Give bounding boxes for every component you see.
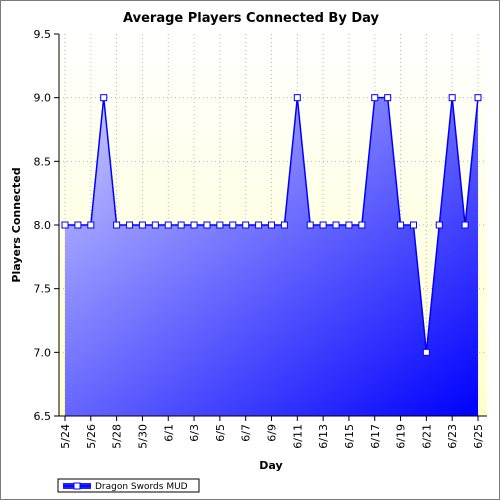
legend-label: Dragon Swords MUD bbox=[95, 482, 188, 492]
data-point bbox=[409, 221, 417, 229]
data-point bbox=[100, 94, 108, 102]
x-tick-label: 6/19 bbox=[395, 424, 408, 449]
data-point bbox=[293, 94, 301, 102]
x-tick-label: 5/24 bbox=[59, 424, 72, 449]
data-point bbox=[448, 94, 456, 102]
y-tick-label: 7.0 bbox=[34, 346, 52, 359]
x-tick-label: 5/26 bbox=[85, 424, 98, 449]
legend-marker bbox=[73, 482, 81, 490]
data-point bbox=[345, 221, 353, 229]
data-point bbox=[358, 221, 366, 229]
y-tick-label: 9.5 bbox=[34, 28, 52, 41]
x-ticks: 5/24 5/26 5/28 5/30 6/1 6/3 6/5 6/7 6/9 6/11 6/13 6… bbox=[59, 416, 485, 449]
data-point bbox=[164, 221, 172, 229]
data-point bbox=[397, 221, 405, 229]
data-point bbox=[216, 221, 224, 229]
data-point bbox=[384, 94, 392, 102]
x-tick-label: 5/30 bbox=[136, 424, 149, 449]
data-point bbox=[190, 221, 198, 229]
data-point bbox=[203, 221, 211, 229]
data-point bbox=[177, 221, 185, 229]
y-tick-label: 8.5 bbox=[34, 155, 52, 168]
x-tick-label: 6/23 bbox=[446, 424, 459, 449]
data-point bbox=[461, 221, 469, 229]
chart-title: Average Players Connected By Day bbox=[123, 11, 379, 26]
x-tick-label: 6/9 bbox=[266, 424, 279, 442]
legend-box bbox=[57, 478, 200, 493]
x-tick-label: 6/11 bbox=[291, 424, 304, 449]
y-tick-label: 6.5 bbox=[34, 410, 52, 423]
x-tick-label: 6/15 bbox=[343, 424, 356, 449]
data-point bbox=[74, 221, 82, 229]
data-point bbox=[268, 221, 275, 229]
data-point bbox=[242, 221, 250, 229]
y-axis-label: Players Connected bbox=[10, 167, 23, 282]
data-point bbox=[422, 348, 430, 356]
data-point bbox=[435, 221, 443, 229]
data-point bbox=[332, 221, 340, 229]
data-point bbox=[474, 94, 482, 102]
x-tick-label: 6/3 bbox=[188, 424, 201, 442]
y-tick-label: 9.0 bbox=[34, 92, 52, 105]
x-tick-label: 6/7 bbox=[240, 424, 253, 442]
data-point bbox=[280, 221, 288, 229]
y-tick-label: 7.5 bbox=[34, 283, 52, 296]
y-tick-label: 8.0 bbox=[34, 219, 52, 232]
data-point bbox=[61, 221, 69, 229]
x-tick-label: 6/13 bbox=[317, 424, 330, 449]
x-tick-label: 6/25 bbox=[472, 424, 485, 449]
x-axis-label: Day bbox=[259, 459, 282, 472]
data-point bbox=[138, 221, 146, 229]
data-point bbox=[306, 221, 314, 229]
x-tick-label: 6/5 bbox=[214, 424, 227, 442]
x-tick-label: 6/1 bbox=[162, 424, 175, 442]
x-tick-label: 6/21 bbox=[420, 424, 433, 449]
data-point bbox=[229, 221, 237, 229]
y-ticks: 6.5 7.0 7.5 8.0 8.5 9.0 9.5 bbox=[34, 28, 59, 423]
data-point bbox=[113, 221, 121, 229]
data-point bbox=[87, 221, 95, 229]
x-tick-label: 6/17 bbox=[369, 424, 382, 449]
data-point bbox=[371, 94, 379, 102]
series-area bbox=[65, 97, 478, 417]
legend: Dragon Swords MUD bbox=[57, 478, 200, 493]
data-point bbox=[255, 221, 263, 229]
data-point bbox=[151, 221, 159, 229]
data-point bbox=[126, 221, 134, 229]
data-point bbox=[319, 221, 327, 229]
x-tick-label: 5/28 bbox=[111, 424, 124, 449]
area-series bbox=[61, 94, 482, 417]
